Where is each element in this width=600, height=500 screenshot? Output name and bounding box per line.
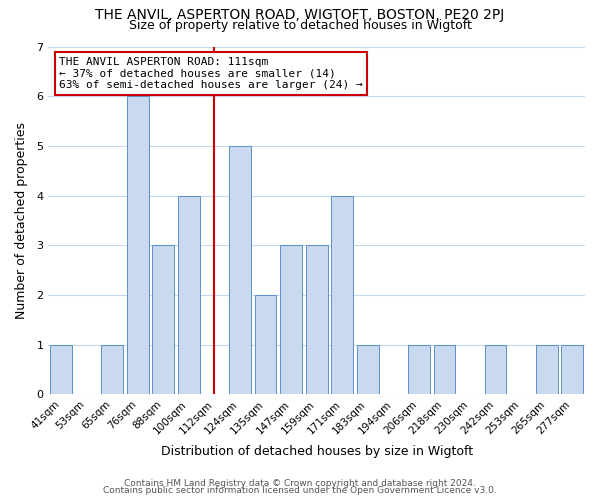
Bar: [127, 96, 149, 394]
Bar: [50, 344, 72, 395]
X-axis label: Distribution of detached houses by size in Wigtoft: Distribution of detached houses by size …: [161, 444, 473, 458]
Bar: [485, 344, 506, 395]
Bar: [178, 196, 200, 394]
Text: Size of property relative to detached houses in Wigtoft: Size of property relative to detached ho…: [128, 19, 472, 32]
Bar: [331, 196, 353, 394]
Bar: [562, 344, 583, 395]
Bar: [280, 246, 302, 394]
Bar: [357, 344, 379, 395]
Bar: [306, 246, 328, 394]
Bar: [536, 344, 557, 395]
Bar: [254, 295, 277, 394]
Y-axis label: Number of detached properties: Number of detached properties: [15, 122, 28, 319]
Bar: [101, 344, 123, 395]
Bar: [229, 146, 251, 394]
Text: Contains public sector information licensed under the Open Government Licence v3: Contains public sector information licen…: [103, 486, 497, 495]
Text: Contains HM Land Registry data © Crown copyright and database right 2024.: Contains HM Land Registry data © Crown c…: [124, 478, 476, 488]
Bar: [408, 344, 430, 395]
Text: THE ANVIL ASPERTON ROAD: 111sqm
← 37% of detached houses are smaller (14)
63% of: THE ANVIL ASPERTON ROAD: 111sqm ← 37% of…: [59, 57, 363, 90]
Text: THE ANVIL, ASPERTON ROAD, WIGTOFT, BOSTON, PE20 2PJ: THE ANVIL, ASPERTON ROAD, WIGTOFT, BOSTO…: [95, 8, 505, 22]
Bar: [434, 344, 455, 395]
Bar: [152, 246, 174, 394]
